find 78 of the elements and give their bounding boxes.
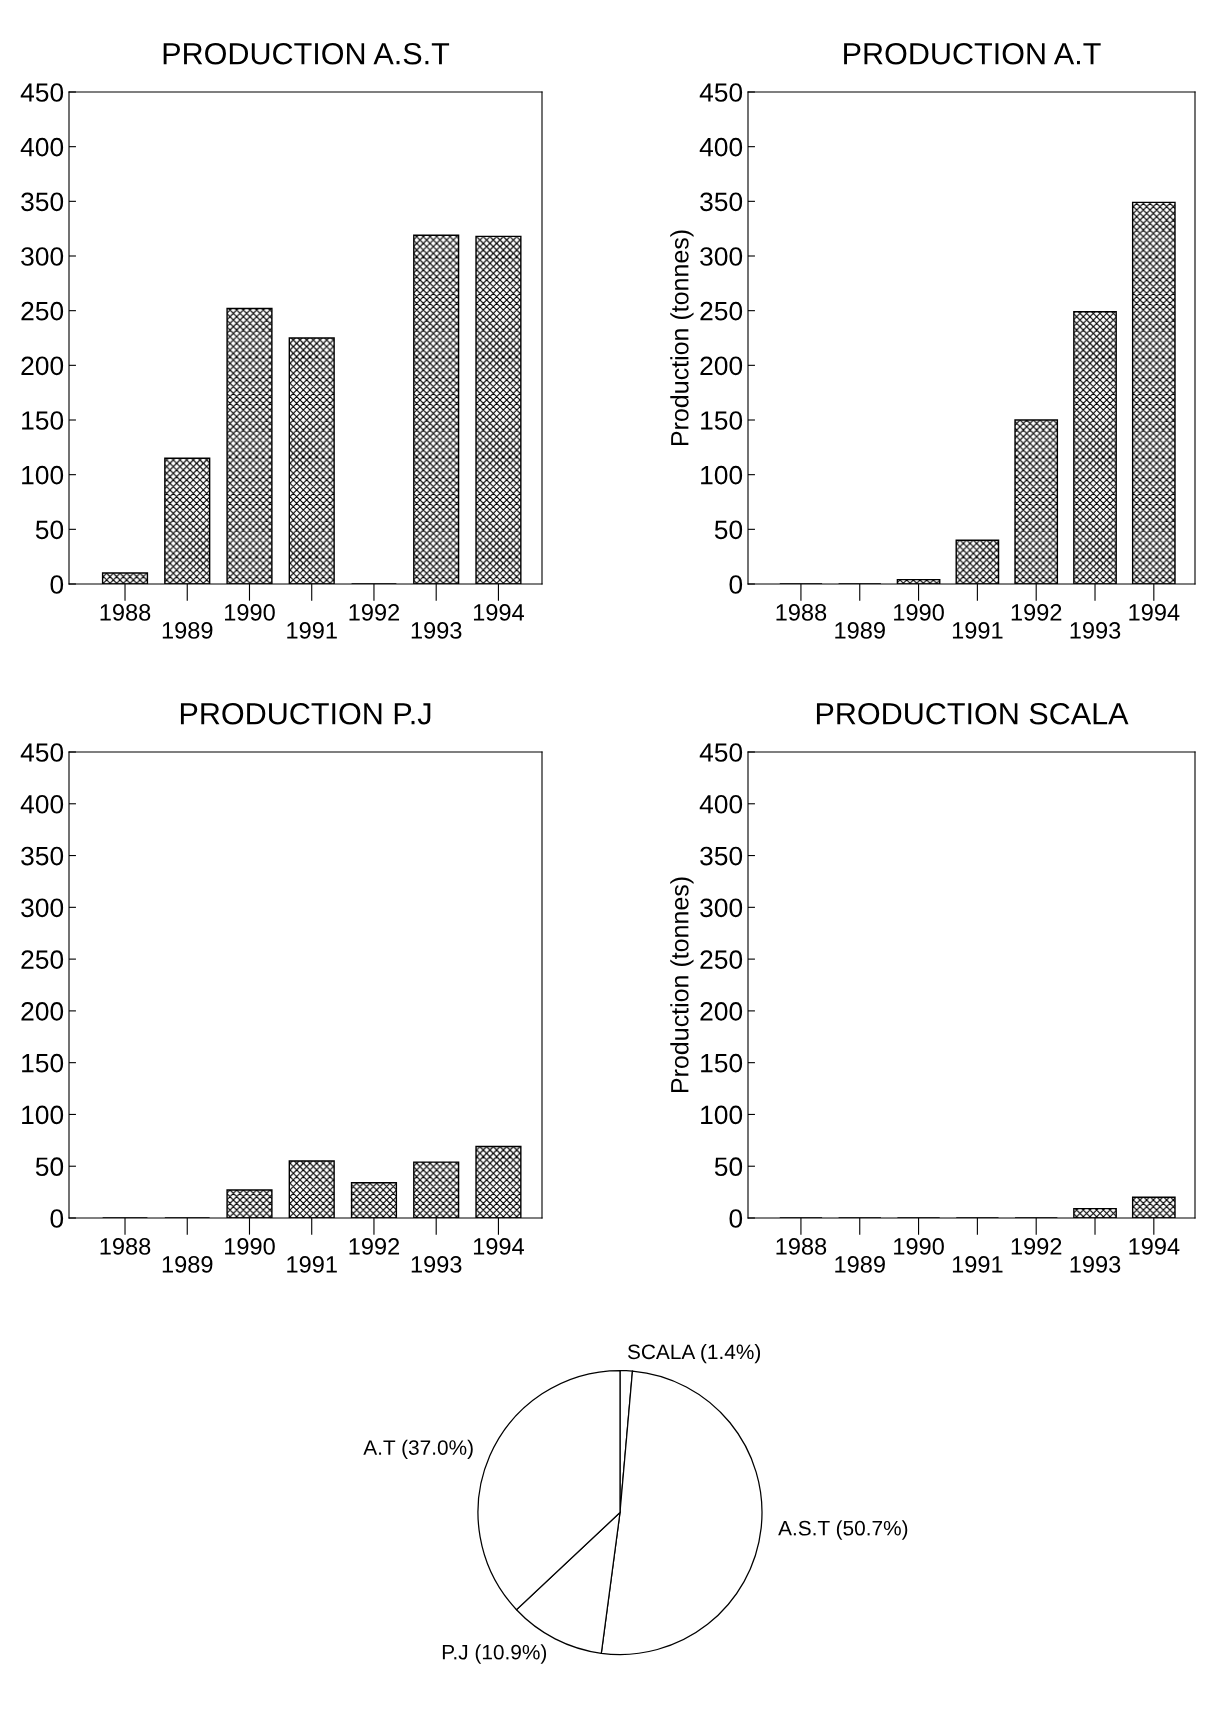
x-tick-label: 1989 bbox=[162, 1256, 213, 1273]
slice-label: A.T (37.0%) bbox=[363, 1439, 473, 1460]
y-tick-label: 200 bbox=[21, 356, 64, 376]
y-tick-label: 400 bbox=[20, 137, 64, 157]
x-tick-label: 1991 bbox=[952, 622, 1003, 639]
y-tick-label: 450 bbox=[699, 743, 743, 762]
y-tick-label: 200 bbox=[700, 1002, 743, 1021]
y-tick-label: 0 bbox=[729, 1209, 743, 1228]
y-tick-label: 0 bbox=[729, 575, 743, 594]
y-tick-label: 300 bbox=[700, 898, 743, 918]
y-tick-label: 400 bbox=[699, 794, 743, 814]
y-tick-label: 200 bbox=[700, 356, 743, 376]
x-tick-label: 1994 bbox=[1129, 1238, 1180, 1255]
x-tick-label: 1990 bbox=[225, 604, 275, 621]
y-tick-label: 50 bbox=[35, 1157, 64, 1177]
slice-label: A.S.T (50.7%) bbox=[778, 1520, 908, 1540]
x-tick-label: 1988 bbox=[100, 604, 151, 621]
x-tick-label: 1992 bbox=[1011, 1238, 1062, 1255]
x-tick-label: 1992 bbox=[1011, 604, 1062, 621]
y-axis-title: Production (tonnes) bbox=[670, 230, 694, 446]
y-tick-label: 100 bbox=[22, 465, 64, 485]
y-tick-label: 300 bbox=[21, 898, 64, 918]
x-tick-label: 1994 bbox=[473, 604, 525, 621]
x-tick-label: 1991 bbox=[952, 1256, 1003, 1273]
x-tick-label: 1990 bbox=[894, 1238, 944, 1255]
y-tick-label: 250 bbox=[21, 301, 64, 321]
x-tick-label: 1988 bbox=[776, 604, 827, 621]
y-tick-label: 400 bbox=[20, 794, 64, 814]
y-tick-label: 450 bbox=[20, 83, 64, 102]
y-tick-label: 100 bbox=[701, 1105, 743, 1125]
y-tick-label: 50 bbox=[714, 1157, 743, 1177]
x-tick-label: 1994 bbox=[1129, 604, 1180, 621]
x-tick-label: 1988 bbox=[776, 1238, 827, 1255]
y-tick-label: 250 bbox=[700, 301, 743, 321]
y-tick-label: 50 bbox=[714, 520, 743, 540]
y-tick-label: 450 bbox=[699, 83, 743, 102]
y-tick-label: 50 bbox=[35, 520, 64, 540]
x-tick-label: 1989 bbox=[835, 622, 885, 639]
y-tick-label: 150 bbox=[22, 411, 64, 430]
x-tick-label: 1989 bbox=[162, 622, 213, 639]
slice-label: P.J (10.9%) bbox=[442, 1644, 547, 1664]
x-tick-label: 1993 bbox=[411, 622, 462, 639]
y-tick-label: 0 bbox=[50, 575, 64, 594]
y-tick-label: 150 bbox=[22, 1053, 64, 1073]
y-tick-label: 400 bbox=[699, 137, 743, 157]
y-axis-title: Production (tonnes) bbox=[670, 877, 694, 1093]
x-tick-label: 1992 bbox=[349, 1238, 400, 1255]
y-tick-label: 250 bbox=[700, 950, 743, 969]
x-tick-label: 1993 bbox=[411, 1256, 462, 1273]
y-tick-label: 350 bbox=[21, 192, 64, 212]
y-tick-label: 100 bbox=[701, 465, 743, 485]
y-tick-label: 350 bbox=[700, 846, 743, 866]
y-tick-label: 300 bbox=[21, 247, 64, 266]
y-tick-label: 250 bbox=[21, 950, 64, 969]
y-tick-label: 200 bbox=[21, 1002, 64, 1021]
y-tick-label: 150 bbox=[701, 1053, 743, 1073]
chart-title: PRODUCTION P.J bbox=[180, 702, 431, 725]
x-tick-label: 1988 bbox=[100, 1238, 151, 1255]
y-tick-label: 450 bbox=[20, 743, 64, 762]
y-tick-label: 100 bbox=[22, 1105, 64, 1125]
x-tick-label: 1992 bbox=[349, 604, 400, 621]
chart-title: PRODUCTION A.T bbox=[844, 42, 1101, 65]
x-tick-label: 1991 bbox=[287, 1256, 337, 1273]
y-tick-label: 300 bbox=[700, 247, 743, 266]
x-tick-label: 1990 bbox=[225, 1238, 275, 1255]
y-tick-label: 350 bbox=[700, 192, 743, 212]
y-tick-label: 150 bbox=[701, 411, 743, 430]
chart-title: PRODUCTION SCALA bbox=[816, 702, 1129, 725]
x-tick-label: 1993 bbox=[1070, 622, 1121, 639]
chart-title: PRODUCTION A.S.T bbox=[163, 42, 450, 65]
y-tick-label: 350 bbox=[21, 846, 64, 866]
x-tick-label: 1993 bbox=[1070, 1256, 1121, 1273]
y-tick-label: 0 bbox=[50, 1209, 64, 1228]
slice-label: SCALA (1.4%) bbox=[627, 1343, 761, 1364]
x-tick-label: 1994 bbox=[473, 1238, 525, 1255]
x-tick-label: 1990 bbox=[894, 604, 944, 621]
x-tick-label: 1991 bbox=[287, 622, 337, 639]
x-tick-label: 1989 bbox=[835, 1256, 885, 1273]
